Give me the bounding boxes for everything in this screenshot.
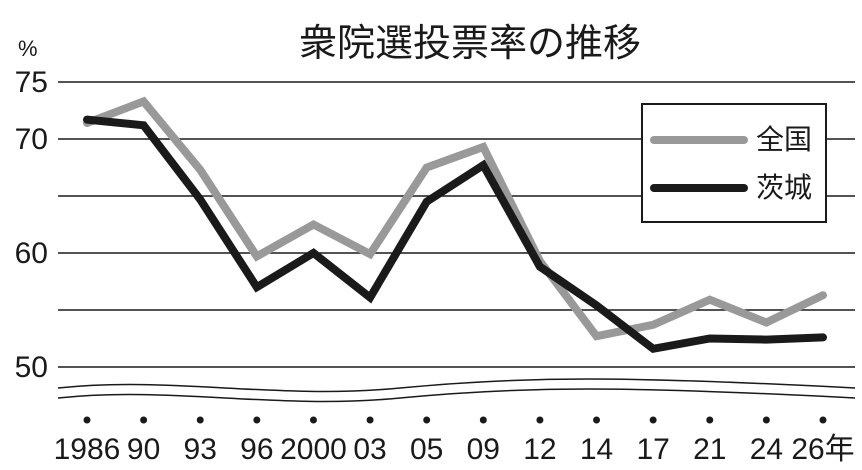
- x-tick-dots: [83, 416, 827, 424]
- series-line-ibaraki: [83, 115, 827, 354]
- axis-break-lower-line: [57, 388, 856, 403]
- x-tick-dot: [762, 416, 770, 424]
- x-tick-label: 96: [240, 433, 273, 466]
- y-axis-unit: %: [18, 36, 38, 61]
- y-tick-label: 75: [15, 66, 48, 99]
- x-tick-dot: [819, 416, 827, 424]
- x-tick-dot: [706, 416, 714, 424]
- legend-box: [641, 103, 827, 223]
- x-tick-dot: [649, 416, 657, 424]
- x-tick-dot: [83, 416, 91, 424]
- x-tick-label: 17: [636, 433, 669, 466]
- x-tick-dot: [593, 416, 601, 424]
- x-tick-labels: 1986 90 93 96 2000 03 05 09 12 14 17 21 24 26年: [54, 433, 855, 466]
- x-tick-label: 90: [127, 433, 160, 466]
- x-tick-label: 1986: [54, 433, 121, 466]
- x-tick-label: 21: [693, 433, 726, 466]
- x-tick-dot: [196, 416, 204, 424]
- y-tick-labels: 50 60 70 75: [15, 66, 48, 384]
- legend: 全国 茨城: [641, 103, 827, 223]
- x-tick-dot: [140, 416, 148, 424]
- chart-title: 衆院選投票率の推移: [299, 21, 641, 65]
- gridlines: [58, 81, 855, 368]
- x-tick-dot: [309, 416, 317, 424]
- x-tick-dot: [423, 416, 431, 424]
- legend-label-ibaraki: 茨城: [756, 171, 812, 204]
- x-tick-label: 03: [353, 433, 386, 466]
- y-tick-label: 50: [15, 351, 48, 384]
- x-tick-label: 2000: [280, 433, 347, 466]
- axis-break: [57, 378, 856, 403]
- axis-break-upper-line: [57, 378, 856, 393]
- legend-label-national: 全国: [756, 123, 812, 156]
- x-tick-dot: [479, 416, 487, 424]
- x-tick-label: 26年: [791, 433, 854, 466]
- x-tick-label: 24: [750, 433, 783, 466]
- series-lines: [83, 96, 827, 354]
- x-tick-dot: [253, 416, 261, 424]
- x-tick-label: 05: [410, 433, 443, 466]
- y-tick-label: 60: [15, 237, 48, 270]
- x-tick-label: 09: [467, 433, 500, 466]
- x-tick-label: 93: [184, 433, 217, 466]
- x-tick-label: 14: [580, 433, 613, 466]
- x-tick-dot: [366, 416, 374, 424]
- y-tick-label: 70: [15, 123, 48, 156]
- x-tick-label: 12: [523, 433, 556, 466]
- series-line-national: [83, 96, 827, 341]
- x-tick-dot: [536, 416, 544, 424]
